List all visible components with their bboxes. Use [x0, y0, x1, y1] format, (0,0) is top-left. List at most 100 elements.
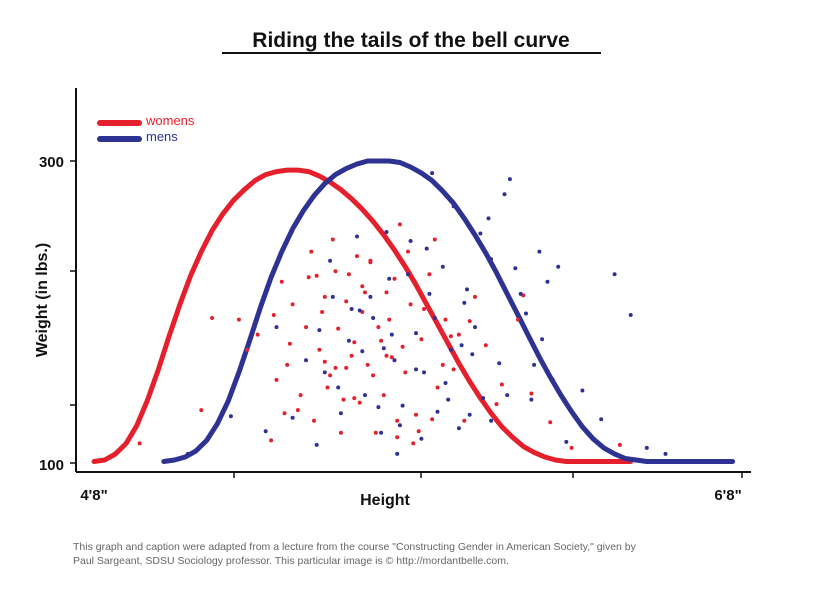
mens-points-point	[330, 294, 335, 299]
womens-points-point	[365, 362, 370, 367]
womens-points-point	[320, 310, 325, 314]
womens-points-point	[373, 430, 378, 435]
womens-points-point	[274, 377, 279, 382]
womens-points-point	[338, 430, 343, 435]
womens-points-point	[389, 355, 394, 360]
mens-points-point	[304, 358, 308, 363]
womens-points-point	[548, 420, 553, 425]
caption: This graph and caption were adapted from…	[73, 540, 773, 568]
womens-points-point	[371, 373, 376, 378]
womens-points-point	[285, 362, 290, 367]
womens-points-point	[516, 317, 520, 322]
womens-points-point	[236, 317, 241, 322]
womens-points-point	[312, 418, 316, 423]
womens-points-point	[499, 382, 504, 387]
mens-points-point	[628, 313, 633, 317]
womens-points-point	[344, 365, 349, 370]
womens-points-point	[569, 445, 574, 450]
womens-points-point	[529, 391, 534, 396]
mens-points-point	[462, 300, 467, 305]
mens-points-point	[481, 396, 486, 401]
womens-points-point	[384, 290, 389, 295]
womens-points-point	[245, 347, 249, 352]
womens-points-point	[376, 325, 381, 330]
mens-points-point	[414, 367, 418, 372]
chart-title: Riding the tails of the bell curve	[252, 29, 569, 52]
mens-points-point	[545, 279, 550, 284]
womens-points-point	[430, 417, 435, 422]
mens-points-point	[478, 231, 483, 236]
mens-points-point	[505, 393, 510, 398]
mens-points-point	[580, 388, 585, 393]
womens-points-point	[395, 435, 400, 440]
mens-points-point	[424, 246, 429, 251]
mens-points-point	[459, 343, 464, 348]
womens-points-point	[406, 249, 410, 254]
mens-points-point	[497, 361, 502, 366]
womens-points-point	[411, 441, 416, 446]
mens-points-point	[556, 264, 561, 269]
legend-label-mens: mens	[146, 129, 178, 144]
mens-points-point	[612, 272, 617, 277]
womens-points-point	[456, 332, 461, 337]
mens-points-point	[360, 349, 365, 354]
mens-points-point	[381, 346, 386, 351]
mens-points-point	[376, 405, 381, 410]
mens-points-point	[328, 258, 333, 263]
mens-points-point	[395, 451, 400, 456]
womens-points-point	[309, 249, 314, 254]
womens-points-point	[400, 344, 405, 349]
mens-points-point	[435, 409, 440, 414]
womens-points-point	[322, 359, 327, 364]
womens-points-point	[440, 362, 445, 367]
mens-points-point	[550, 377, 555, 382]
womens-points-point	[306, 275, 311, 280]
womens-points-point	[199, 408, 204, 413]
womens-points-point	[137, 441, 142, 446]
womens-points-point	[333, 365, 338, 370]
mens-points-point	[419, 436, 424, 441]
x-tick-label-min: 4'8"	[80, 487, 107, 504]
mens-points-point	[537, 249, 542, 254]
mens-points-point	[489, 257, 494, 262]
mens-points-point	[400, 403, 405, 408]
mens-points-point	[355, 234, 359, 239]
womens-points-point	[352, 396, 357, 401]
womens-points-point	[322, 294, 327, 299]
womens-points-point	[448, 334, 453, 339]
mens-points-point	[384, 230, 389, 234]
legend-label-womens: womens	[145, 113, 195, 128]
womens-points-point	[290, 302, 295, 307]
womens-points-point	[287, 341, 292, 346]
womens-points-point	[427, 272, 432, 277]
womens-points-point	[467, 319, 472, 324]
mens-points-point	[406, 272, 410, 277]
womens-points-point	[355, 254, 359, 259]
mens-points-point	[448, 347, 453, 352]
womens-points-point	[395, 418, 400, 423]
womens-points-point	[333, 269, 338, 274]
caption-line: Paul Sargeant, SDSU Sociology professor.…	[73, 555, 509, 567]
mens-points-point	[368, 294, 373, 299]
mens-points-point	[564, 439, 569, 444]
womens-points-point	[346, 272, 351, 277]
mens-points-point	[314, 442, 319, 447]
mens-points-point	[290, 415, 295, 420]
womens-points-point	[432, 237, 437, 242]
mens-points-point	[338, 411, 343, 416]
womens-points-point	[314, 273, 319, 278]
mens-points-point	[422, 370, 426, 375]
mens-points-point	[349, 307, 354, 311]
mens-points-point	[392, 358, 397, 363]
mens-points-point	[644, 445, 649, 450]
mens-points-point	[228, 414, 233, 419]
womens-points-point	[363, 290, 367, 295]
mens-points-point	[317, 328, 322, 333]
mens-points-point	[524, 311, 528, 316]
womens-points-point	[317, 347, 322, 352]
womens-points-point	[435, 385, 440, 390]
mens-points-point	[446, 397, 451, 402]
womens-points-point	[617, 442, 622, 447]
womens-points-point	[387, 317, 392, 322]
mens-points-point	[389, 332, 394, 337]
